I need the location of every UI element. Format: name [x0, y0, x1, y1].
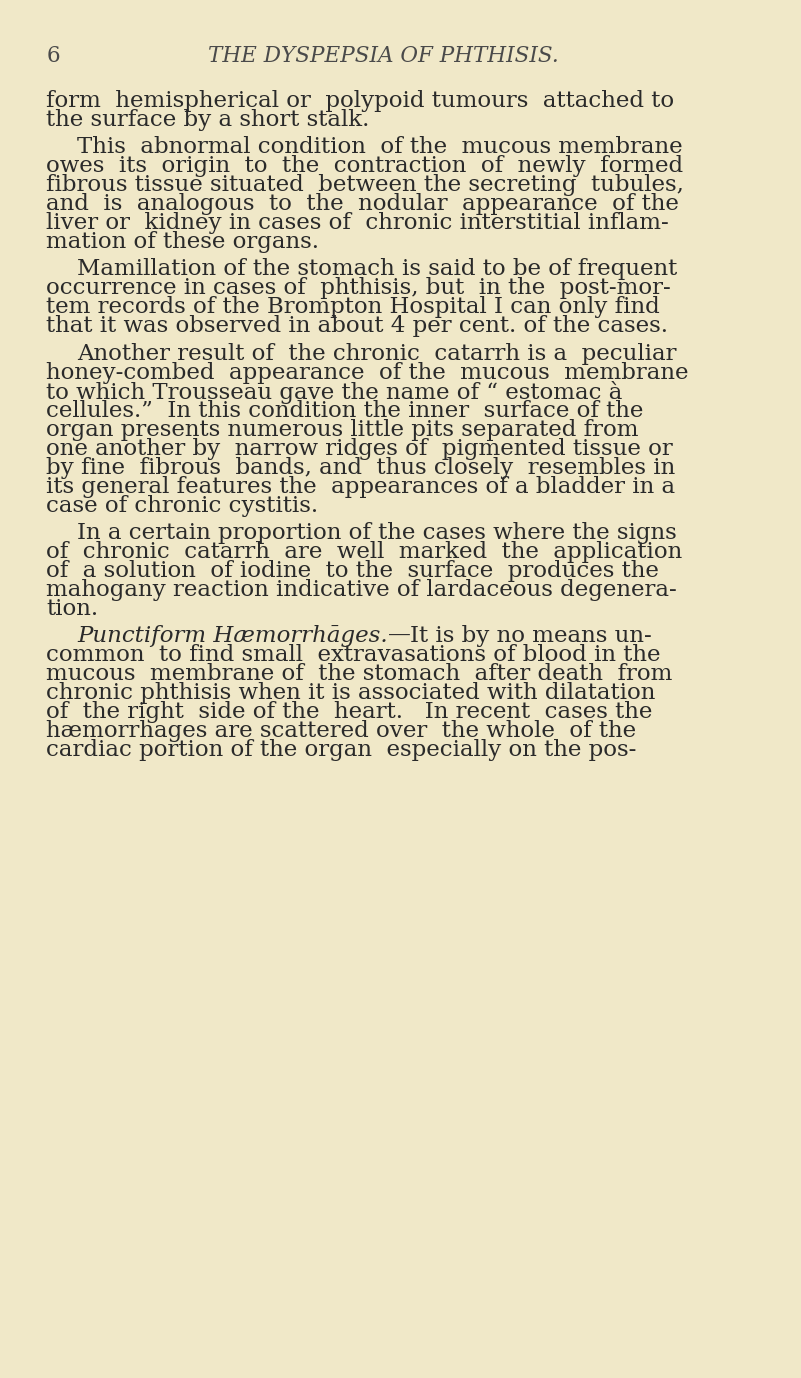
Text: tion.: tion. [46, 598, 99, 620]
Text: of  the right  side of the  heart.   In recent  cases the: of the right side of the heart. In recen… [46, 701, 653, 723]
Text: the surface by a short stalk.: the surface by a short stalk. [46, 109, 370, 131]
Text: by fine  fibrous  bands, and  thus closely  resembles in: by fine fibrous bands, and thus closely … [46, 456, 676, 478]
Text: one another by  narrow ridges of  pigmented tissue or: one another by narrow ridges of pigmente… [46, 438, 673, 460]
Text: cardiac portion of the organ  especially on the pos-: cardiac portion of the organ especially … [46, 740, 637, 762]
Text: honey-combed  appearance  of the  mucous  membrane: honey-combed appearance of the mucous me… [46, 361, 689, 383]
Text: In a certain proportion of the cases where the signs: In a certain proportion of the cases whe… [77, 522, 677, 544]
Text: —: — [388, 626, 410, 648]
Text: organ presents numerous little pits separated from: organ presents numerous little pits sepa… [46, 419, 639, 441]
Text: of  chronic  catarrh  are  well  marked  the  application: of chronic catarrh are well marked the a… [46, 542, 682, 564]
Text: tem records of the Brompton Hospital I can only find: tem records of the Brompton Hospital I c… [46, 296, 660, 318]
Text: chronic phthisis when it is associated with dilatation: chronic phthisis when it is associated w… [46, 682, 656, 704]
Text: Mamillation of the stomach is said to be of frequent: Mamillation of the stomach is said to be… [77, 258, 677, 280]
Text: that it was observed in about 4 per cent. of the cases.: that it was observed in about 4 per cent… [46, 316, 669, 338]
Text: and  is  analogous  to  the  nodular  appearance  of the: and is analogous to the nodular appearan… [46, 193, 679, 215]
Text: cellules.”  In this condition the inner  surface of the: cellules.” In this condition the inner s… [46, 400, 644, 422]
Text: its general features the  appearances of a bladder in a: its general features the appearances of … [46, 475, 675, 497]
Text: Another result of  the chronic  catarrh is a  peculiar: Another result of the chronic catarrh is… [77, 343, 676, 365]
Text: form  hemispherical or  polypoid tumours  attached to: form hemispherical or polypoid tumours a… [46, 90, 674, 112]
Text: owes  its  origin  to  the  contraction  of  newly  formed: owes its origin to the contraction of ne… [46, 154, 683, 176]
Text: occurrence in cases of  phthisis, but  in the  post-mor-: occurrence in cases of phthisis, but in … [46, 277, 671, 299]
Text: hæmorrhages are scattered over  the whole  of the: hæmorrhages are scattered over the whole… [46, 721, 637, 743]
Text: mahogany reaction indicative of lardaceous degenera-: mahogany reaction indicative of lardaceo… [46, 579, 677, 601]
Text: fibrous tissue situated  between the secreting  tubules,: fibrous tissue situated between the secr… [46, 174, 684, 196]
Text: common  to find small  extravasations of blood in the: common to find small extravasations of b… [46, 645, 661, 667]
Text: It is by no means un-: It is by no means un- [410, 626, 652, 648]
Text: THE DYSPEPSIA OF PHTHISIS.: THE DYSPEPSIA OF PHTHISIS. [208, 45, 559, 68]
Text: liver or  kidney in cases of  chronic interstitial inflam-: liver or kidney in cases of chronic inte… [46, 212, 669, 234]
Text: mucous  membrane of  the stomach  after death  from: mucous membrane of the stomach after dea… [46, 663, 673, 685]
Text: of  a solution  of iodine  to the  surface  produces the: of a solution of iodine to the surface p… [46, 559, 659, 582]
Text: case of chronic cystitis.: case of chronic cystitis. [46, 495, 319, 517]
Text: 6: 6 [46, 45, 60, 68]
Text: This  abnormal condition  of the  mucous membrane: This abnormal condition of the mucous me… [77, 136, 682, 158]
Text: mation of these organs.: mation of these organs. [46, 232, 320, 254]
Text: to which Trousseau gave the name of “ estomac à: to which Trousseau gave the name of “ es… [46, 380, 623, 404]
Text: Punctiform Hæmorrhāges.: Punctiform Hæmorrhāges. [77, 626, 388, 648]
